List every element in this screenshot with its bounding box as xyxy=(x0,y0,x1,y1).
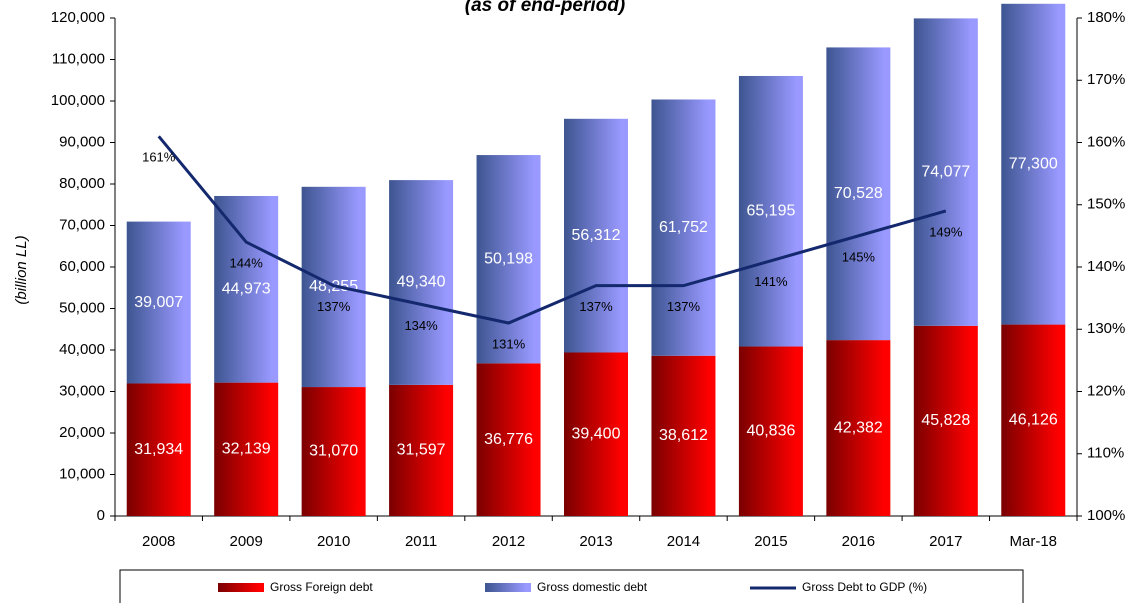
bar-segment xyxy=(651,99,716,356)
bar-segment xyxy=(214,382,279,516)
bar-value-label: 31,934 xyxy=(134,441,183,458)
legend-swatch xyxy=(485,583,531,592)
y-tick-label: 110,000 xyxy=(52,50,105,67)
legend-label: Gross Foreign debt xyxy=(270,580,373,594)
y-tick-label: 40,000 xyxy=(59,341,105,358)
bar-segment xyxy=(738,75,803,347)
bar-segment xyxy=(564,118,628,353)
y-axis-label: (billion LL) xyxy=(13,235,30,304)
x-tick-label: 2008 xyxy=(142,533,175,550)
bar-segment xyxy=(476,155,541,364)
bar-value-label: 42,382 xyxy=(834,419,883,436)
bar-segment xyxy=(126,383,191,516)
x-tick-label: 2014 xyxy=(667,533,700,550)
legend-label: Gross Debt to GDP (%) xyxy=(802,580,927,594)
y-tick-label: 10,000 xyxy=(59,465,105,482)
bar-value-label: 36,776 xyxy=(484,431,533,448)
bar-value-label: 50,198 xyxy=(484,250,533,267)
y-tick-label: 70,000 xyxy=(59,216,105,233)
x-tick-label: Mar-18 xyxy=(1010,533,1058,550)
y-tick-label: 50,000 xyxy=(59,299,105,316)
line-value-label: 137% xyxy=(667,299,701,314)
line-value-label: 134% xyxy=(404,318,438,333)
bar-value-label: 49,340 xyxy=(397,274,446,291)
bar-value-label: 70,528 xyxy=(834,185,883,202)
bar-value-label: 31,070 xyxy=(309,443,358,460)
bar-segment xyxy=(913,325,978,516)
bar-segment xyxy=(1001,3,1066,325)
legend-label: Gross domestic debt xyxy=(537,580,648,594)
chart-subtitle: (as of end-period) xyxy=(465,0,625,16)
legend-swatch xyxy=(218,583,264,592)
bar-segment xyxy=(126,221,191,384)
y-tick-label: 80,000 xyxy=(59,175,105,192)
line-value-label: 137% xyxy=(579,299,613,314)
bar-value-label: 44,973 xyxy=(222,281,271,298)
y-tick-label: 90,000 xyxy=(59,133,105,150)
bar-value-label: 77,300 xyxy=(1009,155,1058,172)
y2-tick-label: 160% xyxy=(1087,133,1125,150)
x-tick-label: 2017 xyxy=(929,533,962,550)
x-tick-label: 2011 xyxy=(405,533,437,550)
bar-segment xyxy=(913,18,978,326)
bar-segment xyxy=(826,47,891,341)
bar-value-label: 39,007 xyxy=(134,294,183,311)
bar-value-label: 39,400 xyxy=(572,425,621,442)
y-tick-label: 20,000 xyxy=(59,424,105,441)
x-tick-label: 2016 xyxy=(842,533,875,550)
line-value-label: 149% xyxy=(929,224,963,239)
line-value-label: 141% xyxy=(754,274,788,289)
bar-segment xyxy=(476,363,541,516)
bar-value-label: 46,126 xyxy=(1009,412,1058,429)
bar-segment xyxy=(826,340,891,516)
line-value-label: 144% xyxy=(230,256,264,271)
bar-value-label: 40,836 xyxy=(746,422,795,439)
y2-tick-label: 150% xyxy=(1087,196,1125,213)
bar-segment xyxy=(1001,324,1066,516)
bar-segment xyxy=(214,195,279,383)
bar-value-label: 61,752 xyxy=(659,219,708,236)
y2-tick-label: 130% xyxy=(1087,320,1125,337)
x-tick-label: 2010 xyxy=(317,533,350,550)
bar-segment xyxy=(389,384,454,516)
y-tick-label: 100,000 xyxy=(51,92,105,109)
bar-segment xyxy=(651,355,716,516)
y-tick-label: 60,000 xyxy=(59,258,105,275)
x-tick-label: 2012 xyxy=(492,533,525,550)
y2-tick-label: 100% xyxy=(1087,507,1125,524)
bar-value-label: 31,597 xyxy=(397,442,446,459)
line-value-label: 137% xyxy=(317,299,351,314)
bar-value-label: 38,612 xyxy=(659,427,708,444)
bar-value-label: 32,139 xyxy=(222,441,271,458)
bar-segment xyxy=(301,387,366,516)
bar-value-label: 56,312 xyxy=(572,227,621,244)
bar-value-label: 74,077 xyxy=(921,163,970,180)
legend-box xyxy=(119,569,1024,603)
bar-segment xyxy=(564,352,628,516)
y2-tick-label: 110% xyxy=(1087,445,1124,462)
bar-value-label: 45,828 xyxy=(921,412,970,429)
y-tick-label: 0 xyxy=(97,507,105,524)
y-tick-label: 30,000 xyxy=(59,382,105,399)
line-series xyxy=(157,135,947,325)
line-value-label: 161% xyxy=(142,150,176,165)
y2-tick-label: 140% xyxy=(1087,258,1125,275)
x-tick-label: 2015 xyxy=(754,533,787,550)
bar-value-label: 65,195 xyxy=(746,202,795,219)
bar-segment xyxy=(389,180,454,385)
x-tick-label: 2013 xyxy=(579,533,612,550)
y-tick-label: 120,000 xyxy=(51,9,105,26)
line-value-label: 145% xyxy=(842,249,876,264)
y2-tick-label: 170% xyxy=(1087,71,1125,88)
y2-tick-label: 180% xyxy=(1087,9,1125,26)
line-value-label: 131% xyxy=(492,336,526,351)
x-tick-label: 2009 xyxy=(229,533,262,550)
y2-tick-label: 120% xyxy=(1087,382,1125,399)
bar-segment xyxy=(738,346,803,516)
